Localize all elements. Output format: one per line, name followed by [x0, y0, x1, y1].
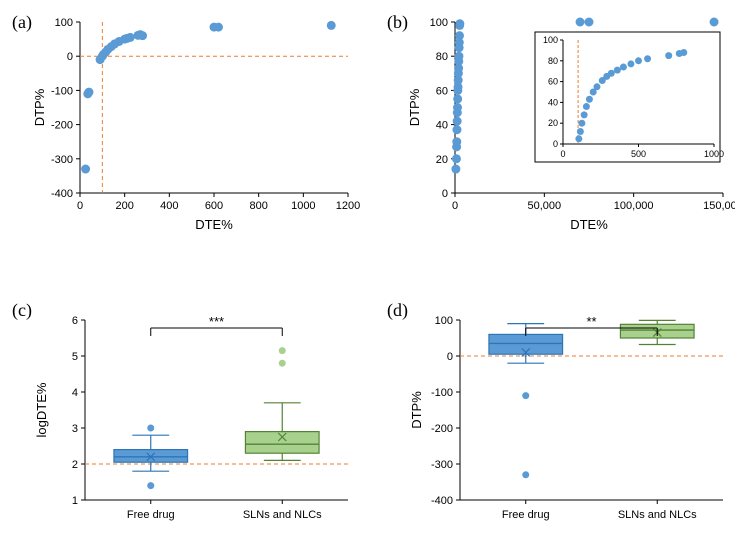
- svg-text:20: 20: [548, 118, 558, 128]
- svg-text:SLNs and NLCs: SLNs and NLCs: [618, 509, 697, 521]
- svg-text:**: **: [586, 314, 596, 329]
- svg-text:logDTE%: logDTE%: [34, 382, 49, 437]
- svg-text:800: 800: [249, 200, 267, 212]
- figure: (a) -400-300-200-10001000200400600800100…: [0, 0, 749, 554]
- svg-text:80: 80: [548, 56, 558, 66]
- svg-text:40: 40: [548, 97, 558, 107]
- panel-d-boxplot: -400 -300 -200 -100 0 100 Free drug SLNs and NL…: [405, 295, 735, 530]
- svg-text:0: 0: [553, 139, 558, 149]
- svg-text:DTE%: DTE%: [570, 217, 608, 232]
- panel-a-label: (a): [12, 12, 32, 33]
- svg-text:6: 6: [72, 315, 78, 327]
- svg-text:Free drug: Free drug: [127, 509, 175, 521]
- svg-text:100: 100: [543, 35, 558, 45]
- svg-text:DTE%: DTE%: [195, 217, 233, 232]
- svg-text:Free drug: Free drug: [502, 509, 550, 521]
- svg-text:100,000: 100,000: [614, 200, 654, 212]
- svg-text:1200: 1200: [336, 200, 360, 212]
- svg-text:-300: -300: [51, 154, 73, 166]
- svg-text:5: 5: [72, 351, 78, 363]
- svg-text:4: 4: [72, 387, 78, 399]
- svg-text:0: 0: [447, 351, 453, 363]
- svg-text:0: 0: [452, 200, 458, 212]
- svg-text:600: 600: [205, 200, 223, 212]
- svg-text:-300: -300: [431, 459, 453, 471]
- svg-text:-200: -200: [431, 423, 453, 435]
- svg-text:***: ***: [209, 314, 224, 329]
- svg-text:3: 3: [72, 423, 78, 435]
- svg-text:-100: -100: [51, 85, 73, 97]
- svg-text:-400: -400: [51, 188, 73, 200]
- svg-text:60: 60: [548, 77, 558, 87]
- svg-text:0: 0: [442, 188, 448, 200]
- svg-text:100: 100: [55, 17, 73, 29]
- svg-text:1: 1: [72, 495, 78, 507]
- svg-text:200: 200: [115, 200, 133, 212]
- svg-text:50,000: 50,000: [528, 200, 562, 212]
- svg-text:0: 0: [77, 200, 83, 212]
- svg-text:0: 0: [67, 51, 73, 63]
- svg-text:400: 400: [160, 200, 178, 212]
- panel-a-scatter: -400-300-200-100010002004006008001000120…: [30, 10, 360, 235]
- svg-text:SLNs and NLCs: SLNs and NLCs: [243, 509, 322, 521]
- svg-text:100: 100: [430, 17, 448, 29]
- svg-text:1000: 1000: [704, 149, 724, 159]
- svg-text:-100: -100: [431, 387, 453, 399]
- svg-text:DTP%: DTP%: [32, 88, 47, 126]
- svg-text:40: 40: [436, 120, 448, 132]
- svg-text:80: 80: [436, 51, 448, 63]
- svg-text:1000: 1000: [291, 200, 315, 212]
- svg-text:2: 2: [72, 459, 78, 471]
- svg-text:DTP%: DTP%: [407, 88, 422, 126]
- svg-text:60: 60: [436, 85, 448, 97]
- svg-text:20: 20: [436, 154, 448, 166]
- panel-c-boxplot: 1 2 3 4 5 6 Free drug SLNs and NLCs logDTE% ***: [30, 295, 360, 530]
- svg-text:DTP%: DTP%: [409, 391, 424, 429]
- panel-b-scatter: 020406080100050,000100,000150,000DTP%DTE…: [405, 10, 735, 235]
- svg-text:0: 0: [560, 149, 565, 159]
- svg-text:500: 500: [631, 149, 646, 159]
- svg-text:-200: -200: [51, 120, 73, 132]
- svg-text:100: 100: [435, 315, 453, 327]
- svg-text:150,000: 150,000: [703, 200, 735, 212]
- svg-text:-400: -400: [431, 495, 453, 507]
- panel-c-label: (c): [12, 300, 32, 321]
